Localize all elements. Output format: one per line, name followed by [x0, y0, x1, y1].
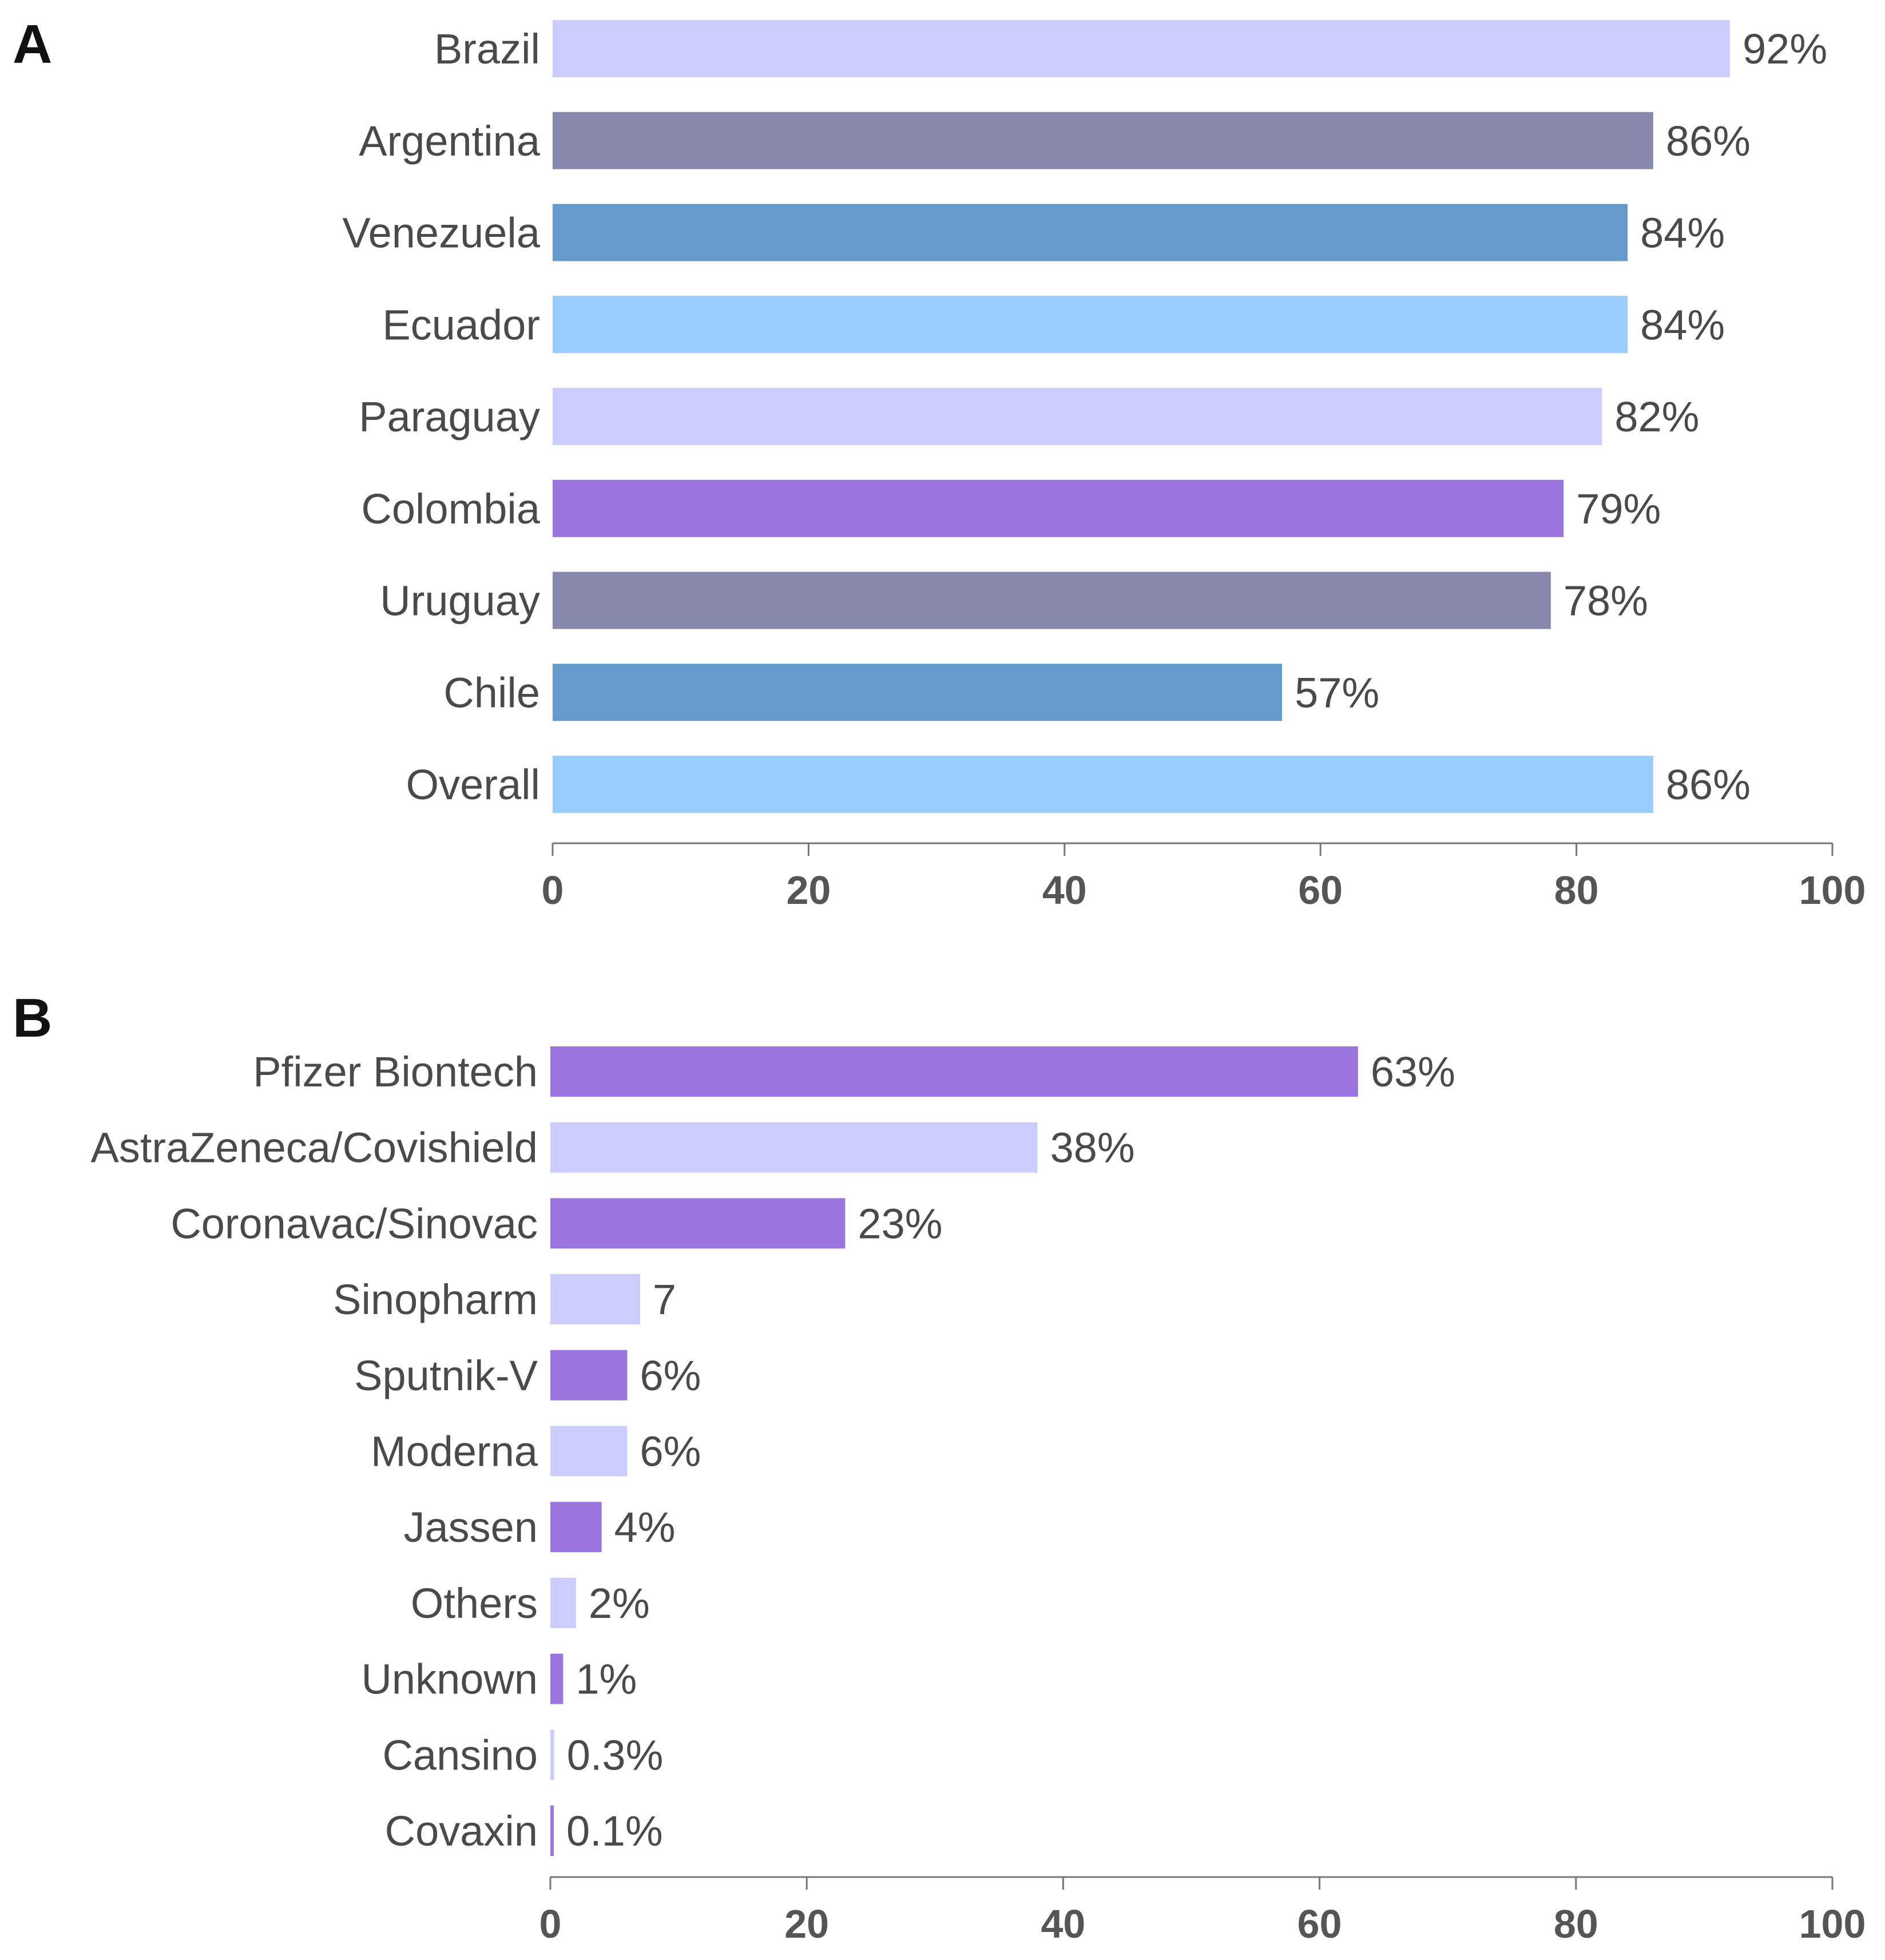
panel-b-value-label: 4% [614, 1503, 676, 1551]
panel-b-value-label: 6% [640, 1352, 701, 1399]
panel-a-bar-venezuela [553, 204, 1628, 261]
panel-a-value-label: 86% [1666, 117, 1751, 165]
panel-b-value-label: 38% [1050, 1124, 1135, 1172]
panel-b-bar-others [550, 1577, 576, 1628]
panel-b-category-label: Pfizer Biontech [253, 1048, 538, 1096]
panel-a-bar-chile [553, 664, 1283, 721]
panel-a-bar-colombia [553, 479, 1564, 537]
panel-b-value-label: 7 [653, 1276, 676, 1323]
panel-b-category-label: Sinopharm [333, 1276, 538, 1323]
panel-b-tick-label: 60 [1297, 1902, 1342, 1946]
panel-b-category-label: Covaxin [385, 1807, 538, 1855]
panel-a-category-label: Brazil [434, 25, 540, 73]
panel-a-value-label: 84% [1640, 209, 1725, 257]
panel-b-bar-jassen [550, 1502, 602, 1553]
panel-b-tick-label: 80 [1554, 1902, 1598, 1946]
panel-a-tick-label: 80 [1554, 868, 1599, 912]
panel-a-value-label: 79% [1576, 485, 1661, 533]
panel-a-bar-brazil [553, 20, 1731, 77]
panel-b-category-label: Jassen [404, 1503, 538, 1551]
panel-b-bar-coronavac-sinovac [550, 1198, 846, 1249]
panel-a-value-label: 57% [1295, 669, 1379, 716]
panel-a-bar-uruguay [553, 572, 1551, 629]
panel-a-value-label: 84% [1640, 301, 1725, 348]
panel-b-tick-label: 20 [784, 1902, 829, 1946]
panel-a-bar-overall [553, 756, 1653, 813]
panel-b-category-labels: Pfizer Biontech AstraZeneca/Covishield Cor… [91, 1048, 538, 1855]
panel-a-letter: A [13, 14, 52, 75]
panel-b-value-label: 0.3% [567, 1731, 664, 1779]
panel-b-bar-unknown [550, 1653, 563, 1704]
panel-b-tick-label: 100 [1799, 1902, 1866, 1946]
panel-b-category-label: Cansino [382, 1731, 538, 1779]
panel-b-category-label: Others [411, 1580, 538, 1627]
panel-a-category-label: Argentina [359, 117, 541, 165]
panel-a-bar-argentina [553, 112, 1653, 169]
panel-b-bar-moderna [550, 1426, 628, 1477]
panel-a-value-label: 86% [1666, 761, 1751, 808]
panel-a-category-label: Overall [406, 761, 540, 808]
panel-b-bar-sinopharm [550, 1274, 640, 1325]
panel-b-value-label: 63% [1371, 1048, 1455, 1096]
panel-a-category-label: Ecuador [382, 301, 540, 348]
panel-a-value-labels: 92% 86% 84% 84% 82% 79% 78% 57% 86% [1295, 25, 1827, 808]
panel-b-bar-astrazeneca-covishield [550, 1122, 1038, 1173]
panel-a: A Brazil Argentina Venezuela Ecuador Paragua… [13, 14, 1866, 912]
panel-b-bar-sputnik-v [550, 1350, 628, 1400]
panel-a-bars [553, 20, 1731, 813]
panel-b-bar-pfizer-biontech [550, 1046, 1358, 1097]
panel-a-value-label: 82% [1614, 393, 1699, 441]
panel-a-category-label: Uruguay [380, 577, 540, 625]
panel-a-value-label: 92% [1743, 25, 1827, 73]
panel-b-bar-covaxin [550, 1806, 554, 1856]
panel-b-category-label: AstraZeneca/Covishield [91, 1124, 538, 1172]
panel-b-value-label: 2% [589, 1580, 650, 1627]
panel-a-tick-label: 40 [1042, 868, 1087, 912]
panel-b-category-label: Moderna [371, 1428, 538, 1475]
panel-b-value-label: 1% [576, 1656, 637, 1703]
panel-b-letter: B [13, 987, 52, 1049]
panel-a-category-label: Paraguay [359, 393, 540, 441]
panel-a-bar-ecuador [553, 296, 1628, 354]
panel-b-category-label: Coronavac/Sinovac [170, 1200, 538, 1247]
panel-a-category-labels: Brazil Argentina Venezuela Ecuador Paraguay C… [342, 25, 540, 808]
panel-b-value-label: 23% [858, 1200, 942, 1247]
panel-b-value-label: 0.1% [566, 1807, 663, 1855]
panel-b-tick-label: 0 [539, 1902, 562, 1946]
panel-a-bar-paraguay [553, 388, 1602, 445]
panel-a-x-axis: 0 20 40 60 80 100 [542, 842, 1866, 912]
panel-a-value-label: 78% [1563, 577, 1648, 625]
panel-b-bar-cansino [550, 1729, 554, 1780]
panel-b-category-label: Sputnik-V [354, 1352, 538, 1399]
panel-b-bars [550, 1046, 1358, 1856]
panel-b: B Pfizer Biontech AstraZeneca/Covishield C… [13, 987, 1866, 1946]
panel-b-value-label: 6% [640, 1428, 701, 1475]
panel-a-tick-label: 0 [542, 868, 564, 912]
panel-b-x-axis: 0 20 40 60 80 100 [539, 1876, 1866, 1946]
panel-a-category-label: Colombia [361, 485, 540, 533]
panel-a-tick-label: 20 [786, 868, 831, 912]
panel-a-category-label: Venezuela [342, 209, 540, 257]
panel-a-category-label: Chile [443, 669, 540, 716]
panel-a-tick-label: 60 [1298, 868, 1343, 912]
panel-b-tick-label: 40 [1041, 1902, 1085, 1946]
panel-b-category-label: Unknown [361, 1656, 538, 1703]
panel-b-value-labels: 63% 38% 23% 7 6% 6% 4% 2% 1% 0.3% 0.1% [566, 1048, 1455, 1855]
panel-a-tick-label: 100 [1799, 868, 1866, 912]
